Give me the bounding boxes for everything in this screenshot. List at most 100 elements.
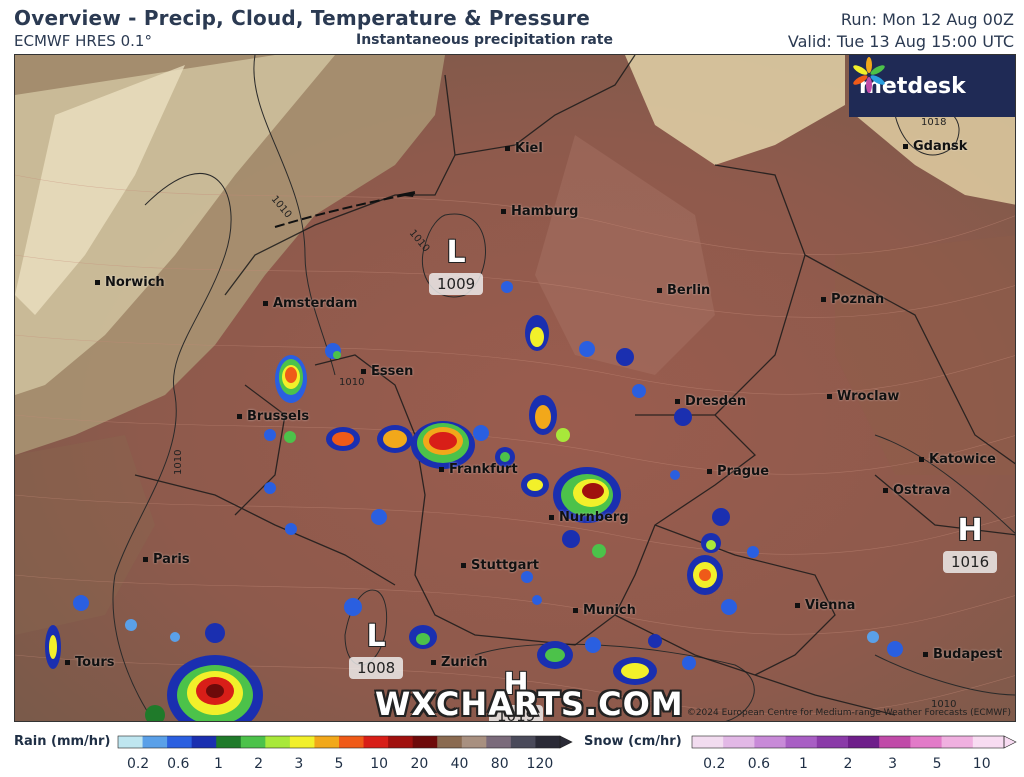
isobar-label: 1010 <box>339 377 364 388</box>
isobar-label: 1010 <box>407 228 432 255</box>
legend-swatch <box>879 736 911 748</box>
city-zurich: Zurich <box>431 655 488 670</box>
city-budapest: Budapest <box>923 647 1002 662</box>
city-label: Tours <box>75 655 115 670</box>
city-label: Hamburg <box>511 204 579 219</box>
city-marker <box>431 660 436 665</box>
legend-swatch <box>167 736 193 748</box>
city-marker <box>827 394 832 399</box>
legend-tick-label: 2 <box>254 756 264 772</box>
city-prague: Prague <box>707 464 769 479</box>
isobar-label: 1010 <box>173 450 184 475</box>
model-name: ECMWF HRES 0.1° <box>14 32 152 50</box>
city-marker <box>821 297 826 302</box>
snow-color-bar <box>691 735 1017 749</box>
legend-tick-label: 0.2 <box>126 756 150 772</box>
legend-swatch <box>723 736 755 748</box>
city-kiel: Kiel <box>505 141 543 156</box>
city-hamburg: Hamburg <box>501 204 578 219</box>
legend-tick-label: 2 <box>843 756 853 772</box>
city-frankfurt: Frankfurt <box>439 462 518 477</box>
city-marker <box>657 288 662 293</box>
city-label: Dresden <box>685 394 747 409</box>
city-marker <box>65 660 70 665</box>
legend-tick-label: 10 <box>972 756 991 772</box>
city-label: Amsterdam <box>273 296 358 311</box>
legend-arrow <box>1003 735 1017 749</box>
city-marker <box>923 652 928 657</box>
pressure-value: 1008 <box>349 657 404 679</box>
city-label: Vienna <box>805 598 856 613</box>
legend-tick-label: 0.2 <box>703 756 726 772</box>
map-background <box>15 55 1015 721</box>
legend-swatch <box>216 736 242 748</box>
legend-swatch <box>461 736 487 748</box>
pressure-value: 1009 <box>429 273 484 295</box>
city-label: Wroclaw <box>837 389 900 404</box>
legend-tick-label: 0.6 <box>747 756 770 772</box>
pressure-value: 1019 <box>489 705 544 721</box>
precip-cell-southwest <box>45 595 263 721</box>
city-label: Poznan <box>831 292 885 307</box>
city-katowice: Katowice <box>919 452 996 467</box>
low-pressure-south: L 1008 <box>349 621 404 679</box>
isobar-label: 1010 <box>269 194 294 221</box>
product-name: Instantaneous precipitation rate <box>356 32 613 48</box>
legend-swatch <box>437 736 463 748</box>
city-marker <box>143 557 148 562</box>
legend-tick-label: 80 <box>490 756 509 772</box>
legend-tick-label: 40 <box>450 756 469 772</box>
city-marker <box>549 515 554 520</box>
flower-icon <box>853 57 885 93</box>
legend-swatch <box>972 736 1005 748</box>
city-marker <box>505 146 510 151</box>
legend-bar: Rain (mm/hr) 0.2 0.6 1 2 3 5 10 20 40 80 120 Snow … <box>0 726 1024 777</box>
legend-tick-label: 120 <box>526 756 554 772</box>
legend-swatch <box>692 736 724 748</box>
city-marker <box>883 488 888 493</box>
legend-swatch <box>941 736 974 748</box>
pressure-value: 1016 <box>943 551 998 573</box>
city-essen: Essen <box>361 364 413 379</box>
city-label: Kiel <box>515 141 543 156</box>
legend-tick-label: 0.6 <box>167 756 190 772</box>
rain-legend-title: Rain (mm/hr) <box>14 734 111 749</box>
city-vienna: Vienna <box>795 598 855 613</box>
city-label: Zurich <box>441 655 488 670</box>
city-marker <box>501 209 506 214</box>
pressure-symbol: H <box>957 513 983 548</box>
city-ostrava: Ostrava <box>883 483 950 498</box>
legend-swatch <box>388 736 414 748</box>
city-label: Essen <box>371 364 414 379</box>
city-marker <box>675 399 680 404</box>
legend-swatch <box>754 736 787 748</box>
run-time: Run: Mon 12 Aug 00Z <box>840 10 1014 29</box>
legend-swatch <box>142 736 168 748</box>
legend-swatch <box>910 736 943 748</box>
pressure-symbol: H <box>503 667 529 702</box>
city-berlin: Berlin <box>657 283 710 298</box>
isobar-labels: 1010 1010 1010 1010 1018 1010 <box>173 117 956 710</box>
precip-layer <box>45 281 903 721</box>
city-label: Munich <box>583 603 636 618</box>
precip-cell-brussels <box>264 355 307 494</box>
city-marker <box>439 467 444 472</box>
low-pressure-north: L 1009 <box>429 235 484 295</box>
city-nurnberg: Nurnberg <box>549 510 629 525</box>
city-marker <box>95 280 100 285</box>
pressure-symbol: L <box>446 235 466 270</box>
city-norwich: Norwich <box>95 275 165 290</box>
city-marker <box>573 608 578 613</box>
snow-legend-title: Snow (cm/hr) <box>584 734 682 749</box>
legend-swatch <box>363 736 389 748</box>
high-pressure-south: H 1019 <box>489 667 544 721</box>
legend-outline <box>691 735 1005 749</box>
valid-time: Valid: Tue 13 Aug 15:00 UTC <box>787 32 1014 51</box>
city-label: Ostrava <box>893 483 951 498</box>
high-pressure-east: H 1016 <box>943 513 998 573</box>
city-amsterdam: Amsterdam <box>263 296 357 311</box>
city-dresden: Dresden <box>675 394 746 409</box>
copyright-note: ©2024 European Centre for Medium-range W… <box>686 708 1011 718</box>
legend-swatch <box>535 736 561 748</box>
city-stuttgart: Stuttgart <box>461 558 539 573</box>
